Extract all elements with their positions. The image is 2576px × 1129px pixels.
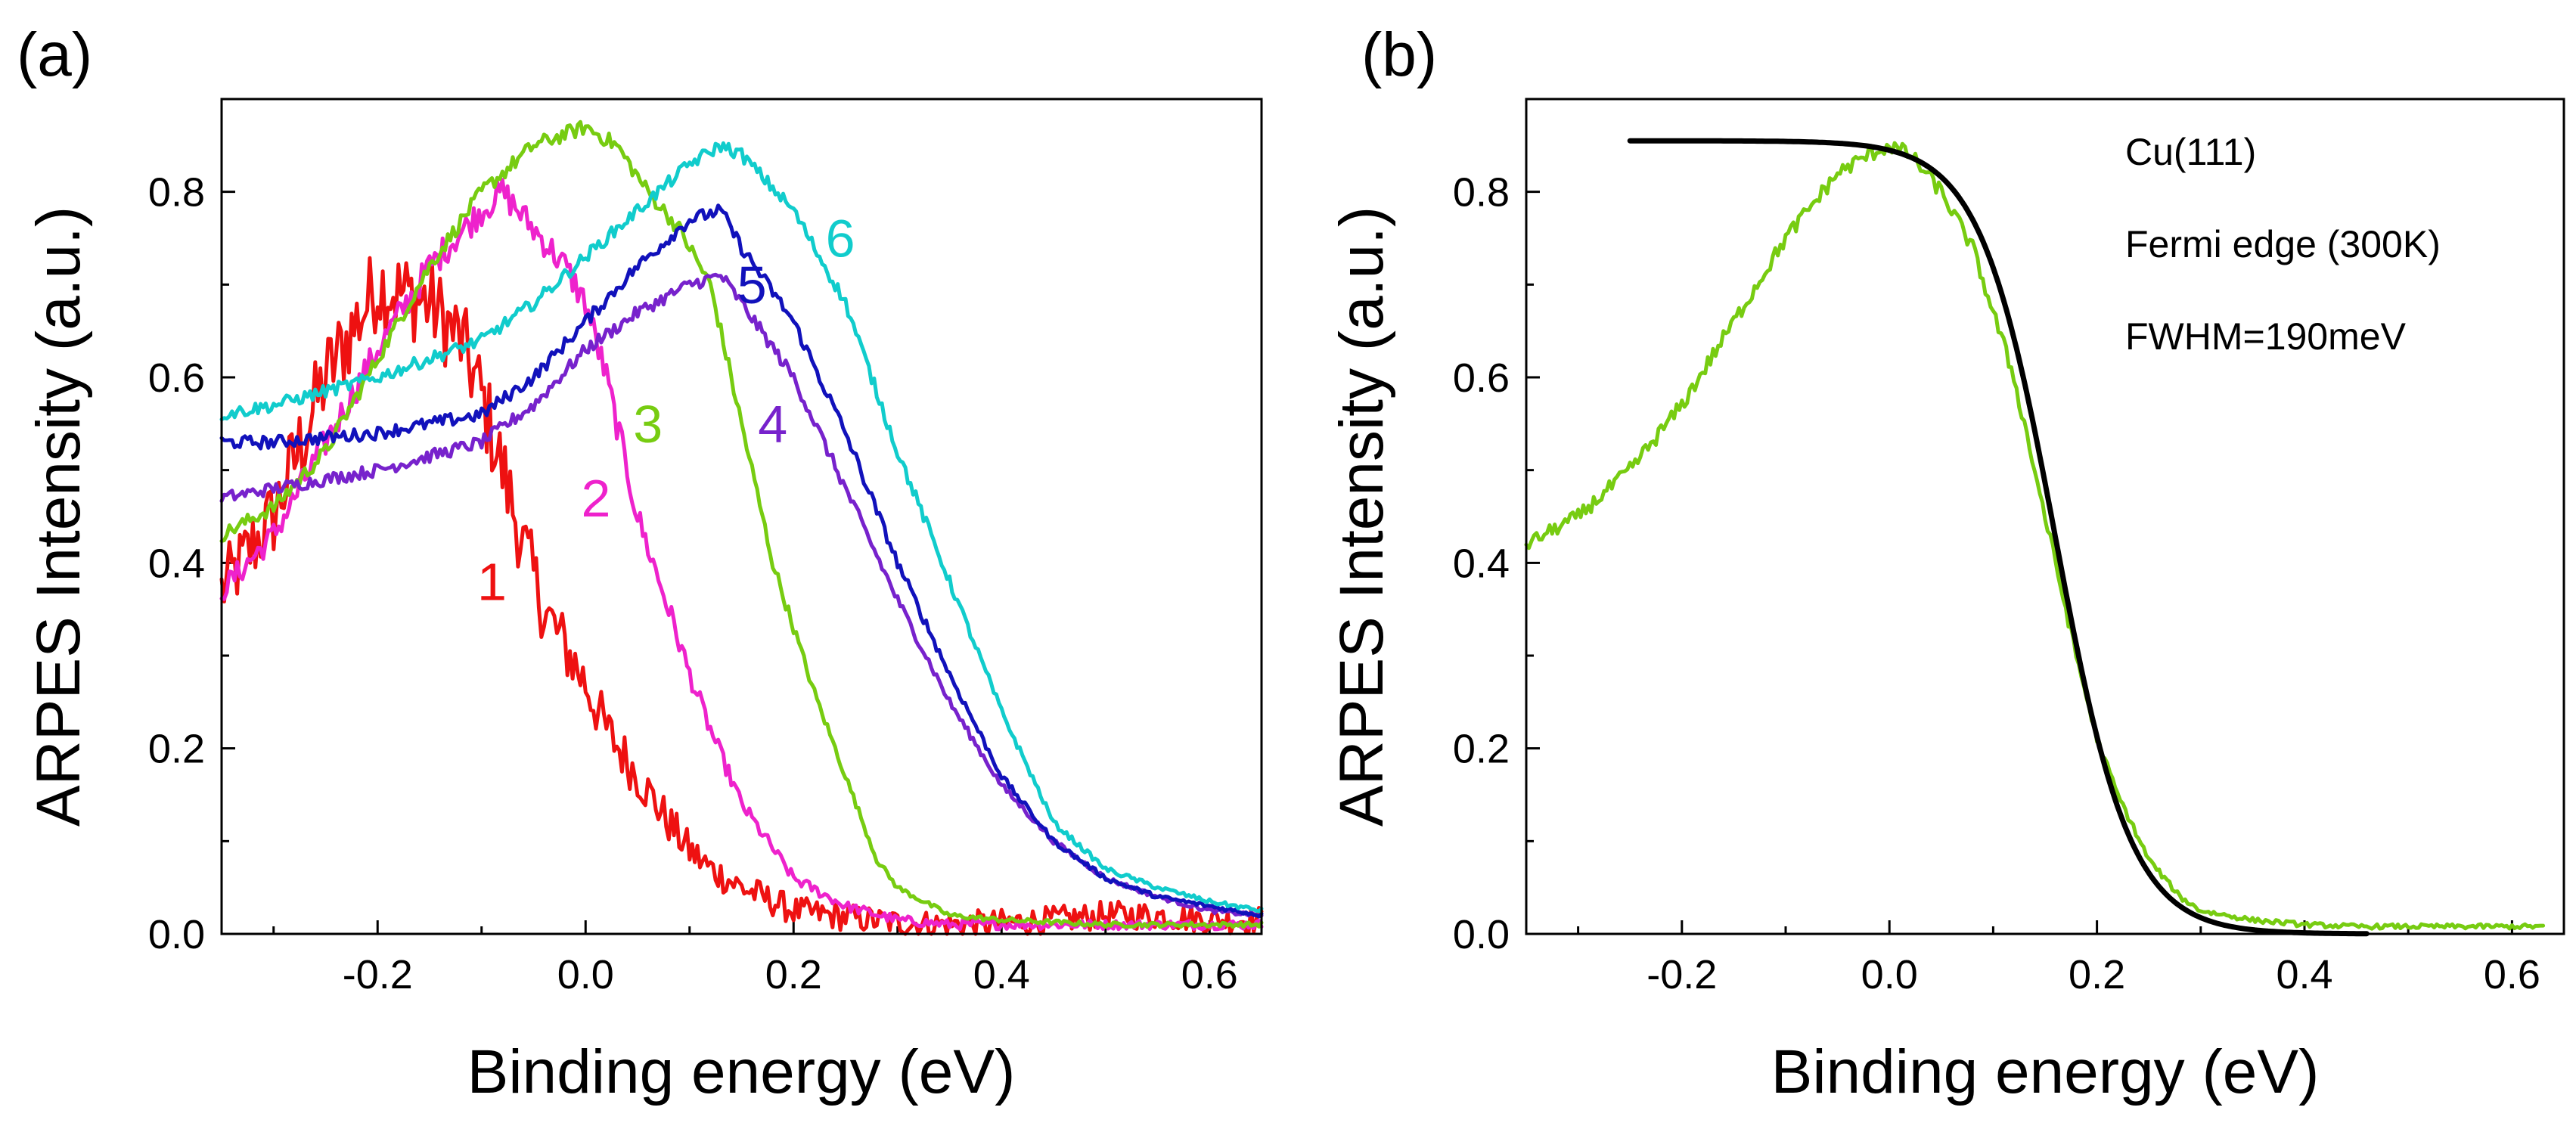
- panel-a-ytick-label: 0.6: [148, 355, 205, 401]
- curve-label-3: 3: [633, 395, 663, 454]
- curve-label-5: 5: [737, 256, 767, 315]
- panel-a-ytick-label: 0.2: [148, 727, 205, 772]
- annotation-fwhm: FWHM=190meV: [2125, 315, 2407, 358]
- panel-a-series-5: [219, 203, 1264, 919]
- panel-a-ytick-label: 0.4: [148, 541, 205, 586]
- panel-a-series-3: [219, 119, 1264, 929]
- panel-b-xtick-label: -0.2: [1646, 952, 1717, 997]
- panel-a-ticks: -0.2 0.0 0.2 0.4 0.6 0.0 0.2 0.4 0.6 0.8: [148, 98, 1238, 997]
- panel-a-axes: [220, 98, 1263, 935]
- panel-b-x-axis-title: Binding energy (eV): [1771, 1038, 2320, 1106]
- panel-b-label: (b): [1361, 20, 1437, 89]
- panel-a-label: (a): [17, 20, 92, 89]
- panel-b-y-axis-title: ARPES Intensity (a.u.): [1327, 206, 1396, 827]
- panel-a-ytick-label: 0.0: [148, 912, 205, 957]
- curve-label-2: 2: [582, 469, 611, 528]
- annotation-sample: Cu(111): [2125, 131, 2256, 173]
- panel-b-series: [1524, 138, 2546, 937]
- panel-a-y-axis-title: ARPES Intensity (a.u.): [24, 206, 93, 827]
- panel-b-ytick-label: 0.2: [1453, 727, 1510, 772]
- panel-b: (b) -0.2 0.0 0.2 0.4 0.6 0.0 0.2 0.4 0.6 0.8 Cu(1…: [1327, 20, 2565, 1106]
- panel-b-series-fermi-fit: [1627, 138, 2370, 937]
- curve-label-1: 1: [477, 552, 507, 611]
- panel-a-xtick-label: -0.2: [343, 952, 413, 997]
- panel-a-series-6: [219, 141, 1264, 913]
- panel-b-ytick-label: 0.4: [1453, 541, 1510, 586]
- panel-b-ytick-label: 0.0: [1453, 912, 1510, 957]
- panel-a-curve-labels: 1 23 4 56: [477, 209, 855, 612]
- curve-label-4: 4: [758, 395, 787, 454]
- panel-b-xtick-label: 0.6: [2484, 952, 2540, 997]
- panel-a-series-4: [219, 272, 1264, 918]
- panel-b-xtick-label: 0.0: [1861, 952, 1918, 997]
- panel-b-xtick-label: 0.2: [2069, 952, 2125, 997]
- panel-b-series-data: [1524, 141, 2546, 931]
- panel-a: (a) -0.2 0.0 0.2 0.4 0.6 0.0 0.2 0.4 0.6 0.8 1 23 4…: [17, 20, 1264, 1106]
- panel-a-xtick-label: 0.6: [1181, 952, 1238, 997]
- panel-b-ytick-label: 0.6: [1453, 355, 1510, 401]
- annotation-fermi-edge: Fermi edge (300K): [2125, 223, 2441, 265]
- panel-b-ytick-label: 0.8: [1453, 170, 1510, 216]
- curve-label-6: 6: [826, 209, 855, 268]
- panel-b-xtick-label: 0.4: [2276, 952, 2332, 997]
- panel-a-ytick-label: 0.8: [148, 170, 205, 216]
- panel-a-x-axis-title: Binding energy (eV): [467, 1038, 1016, 1106]
- panel-a-series: [219, 119, 1264, 936]
- panel-b-ticks: -0.2 0.0 0.2 0.4 0.6 0.0 0.2 0.4 0.6 0.8: [1453, 98, 2540, 997]
- panel-a-xtick-label: 0.2: [765, 952, 822, 997]
- panel-b-axes: [1525, 98, 2565, 935]
- panel-a-xtick-label: 0.0: [557, 952, 614, 997]
- panel-a-xtick-label: 0.4: [973, 952, 1030, 997]
